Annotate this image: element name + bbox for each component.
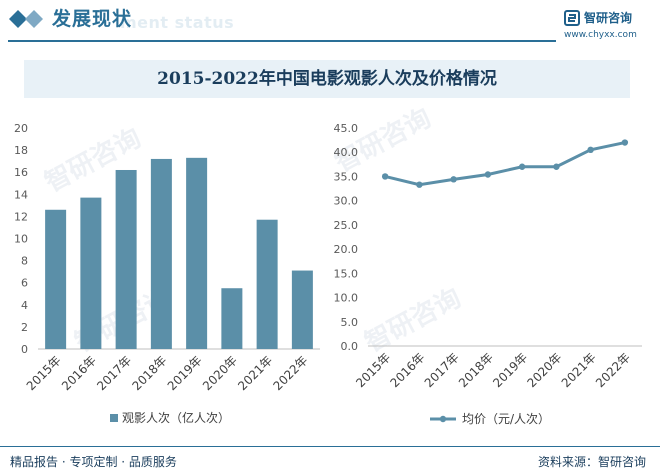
bar-y-tick-label: 16	[14, 166, 28, 179]
line-point-2020年	[553, 163, 560, 170]
footer-source: 资料来源：智研咨询	[537, 455, 646, 469]
line-legend-marker	[439, 415, 447, 423]
line-point-2015年	[381, 173, 389, 180]
line-series-price	[384, 141, 626, 187]
footer-tagline: 精品报告 · 专项定制 · 品质服务	[10, 455, 177, 469]
line-y-tick-label: 0.0	[341, 340, 359, 353]
line-point-2017年	[450, 176, 457, 183]
brand-name: 智研咨询	[584, 11, 633, 25]
line-x-tick-label: 2022年	[593, 350, 633, 390]
line-y-tick-label: 20.0	[334, 243, 359, 256]
section-title: 发展现状	[52, 8, 133, 30]
section-subtitle: ment status	[120, 13, 235, 32]
line-y-tick-label: 10.0	[334, 292, 359, 305]
brand: 智研咨询 www.chyxx.com	[560, 8, 660, 42]
bar-y-tick-label: 0	[21, 343, 28, 356]
bar-x-tick-label: 2018年	[130, 353, 170, 393]
line-point-2019年	[518, 163, 526, 170]
brand-url: www.chyxx.com	[564, 30, 637, 40]
page-header: ment status 发展现状 智研咨询 www.chyxx.com	[0, 0, 660, 46]
line-point-2016年	[416, 181, 423, 188]
bar-2020年	[221, 288, 243, 349]
bar-y-tick-label: 2	[21, 321, 28, 334]
brand-logo-icon	[564, 10, 580, 26]
line-x-tick-label: 2017年	[422, 350, 462, 390]
line-x-tick-label: 2015年	[353, 350, 393, 390]
bar-2018年	[150, 158, 172, 349]
line-y-tick-label: 45.0	[334, 122, 359, 135]
line-x-tick-label: 2021年	[559, 350, 599, 390]
bar-2021年	[256, 219, 278, 349]
line-point-2018年	[484, 171, 492, 178]
bar-y-tick-label: 18	[14, 144, 28, 157]
bar-2017年	[115, 169, 137, 349]
header-divider	[8, 40, 556, 42]
line-y-tick-label: 30.0	[334, 195, 359, 208]
line-y-tick-label: 40.0	[334, 146, 359, 159]
diamond-icon	[9, 10, 43, 28]
line-x-tick-label: 2016年	[388, 350, 428, 390]
bar-y-tick-label: 14	[14, 188, 28, 201]
bar-2019年	[186, 157, 208, 349]
bar-x-tick-label: 2016年	[59, 353, 99, 393]
bar-x-tick-label: 2022年	[271, 353, 311, 393]
charts-area: 024681012141618202015年2016年2017年2018年201…	[14, 122, 642, 426]
bar-x-tick-label: 2020年	[200, 353, 240, 393]
chart-title-band: 2015-2022年中国电影观影人次及价格情况	[24, 60, 630, 98]
bar-y-tick-label: 4	[21, 299, 28, 312]
bar-x-tick-label: 2019年	[165, 353, 205, 393]
bar-legend-swatch	[110, 414, 118, 422]
bar-y-tick-label: 12	[14, 210, 28, 223]
bar-legend-label: 观影人次（亿人次）	[122, 410, 230, 425]
bar-y-tick-label: 20	[14, 122, 28, 135]
bar-x-tick-label: 2021年	[235, 353, 275, 393]
line-x-tick-label: 2019年	[490, 350, 530, 390]
line-x-tick-label: 2020年	[525, 350, 565, 390]
bar-y-tick-label: 6	[21, 277, 28, 290]
line-x-tick-label: 2018年	[456, 350, 496, 390]
bar-2022年	[291, 270, 313, 349]
bar-y-tick-label: 10	[14, 233, 28, 246]
line-point-2022年	[621, 139, 629, 146]
line-y-tick-label: 25.0	[334, 219, 359, 232]
bar-2016年	[80, 197, 102, 349]
bar-y-tick-label: 8	[21, 255, 28, 268]
bar-2015年	[45, 209, 67, 349]
line-point-2021年	[587, 146, 594, 153]
line-y-tick-label: 15.0	[334, 267, 359, 280]
bar-x-tick-label: 2015年	[24, 353, 64, 393]
footer-divider	[0, 446, 660, 447]
line-y-tick-label: 35.0	[334, 170, 359, 183]
bar-x-tick-label: 2017年	[94, 353, 134, 393]
chart-title: 2015-2022年中国电影观影人次及价格情况	[157, 69, 497, 89]
line-y-tick-label: 5.0	[341, 316, 359, 329]
line-legend-label: 均价（元/人次）	[462, 412, 550, 426]
